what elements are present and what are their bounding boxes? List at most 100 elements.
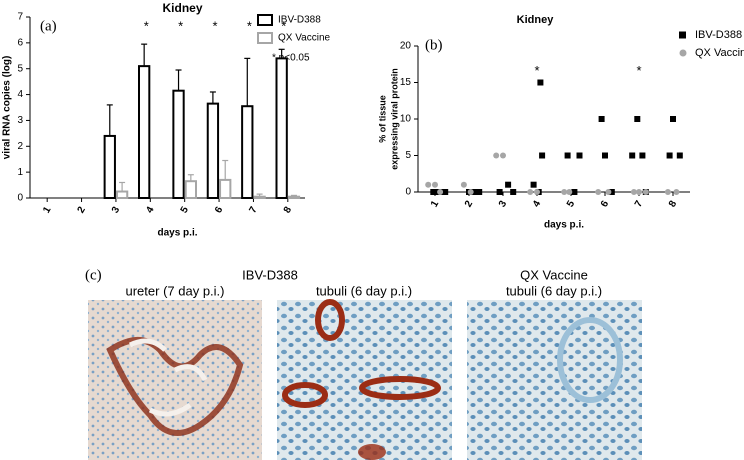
x-tick-label: 3 <box>110 205 123 216</box>
y-axis-label: % of tissue <box>377 95 387 143</box>
legend-swatch <box>257 14 273 26</box>
significance: * <box>247 18 252 33</box>
y-axis-label: viral RNA copies (log) <box>2 56 13 160</box>
point <box>642 189 649 195</box>
significance: * <box>178 18 183 33</box>
y-tick-label: 10 <box>400 114 412 125</box>
point <box>539 152 546 159</box>
x-tick-label: 8 <box>667 199 680 210</box>
point <box>476 189 483 195</box>
bar <box>287 195 301 199</box>
point <box>493 152 500 159</box>
point <box>629 152 636 159</box>
note: * p<0.05 <box>272 53 310 64</box>
y-tick-label: 7 <box>17 12 23 23</box>
bar <box>172 89 185 199</box>
point <box>595 189 602 195</box>
chart-title: Kidney <box>162 1 202 15</box>
x-tick-label: 1 <box>429 199 442 210</box>
y-tick-label: 15 <box>400 77 412 88</box>
point <box>505 181 512 188</box>
legend-swatch <box>679 49 687 57</box>
bar <box>138 65 151 199</box>
micrograph <box>277 299 452 460</box>
point <box>564 152 571 159</box>
significance: * <box>144 18 149 33</box>
point <box>639 152 646 159</box>
x-tick-label: 4 <box>531 199 544 210</box>
y-tick-label: 5 <box>17 63 23 74</box>
caption: tubuli (6 day p.i.) <box>316 283 412 298</box>
point <box>437 189 444 195</box>
bar <box>206 102 220 199</box>
panel-label: (c) <box>85 267 102 283</box>
legend-label: QX Vaccine <box>278 33 330 44</box>
bar <box>253 195 266 199</box>
x-tick-label: 1 <box>41 205 54 216</box>
y-tick-label: 0 <box>17 193 23 204</box>
legend-swatch <box>679 31 686 39</box>
caption: tubuli (6 day p.i.) <box>506 283 602 298</box>
x-tick-label: 4 <box>144 205 157 216</box>
caption: ureter (7 day p.i.) <box>126 283 225 298</box>
point <box>442 189 449 195</box>
point <box>566 189 573 195</box>
point <box>467 189 474 195</box>
y-tick-label: 4 <box>17 89 23 100</box>
bar <box>219 178 232 199</box>
significance: * <box>534 63 539 78</box>
y-axis-label: expressing viral protein <box>389 68 399 170</box>
point <box>608 189 615 195</box>
panel-label: (a) <box>40 18 57 34</box>
point <box>636 189 642 195</box>
significance: * <box>281 18 286 33</box>
y-tick-label: 5 <box>405 150 411 161</box>
point <box>673 189 680 195</box>
point <box>471 189 478 195</box>
point <box>670 116 676 122</box>
x-tick-label: 6 <box>213 205 226 216</box>
chart-title: Kidney <box>517 14 555 26</box>
x-tick-label: 7 <box>633 199 646 210</box>
point <box>534 189 540 195</box>
point <box>530 181 537 188</box>
bar <box>241 105 254 199</box>
point <box>496 189 503 195</box>
point <box>432 181 438 188</box>
point <box>527 189 534 195</box>
micrograph <box>467 300 642 460</box>
point <box>602 152 608 159</box>
point <box>676 152 683 159</box>
bar <box>184 180 197 199</box>
y-tick-label: 2 <box>17 141 23 152</box>
point <box>634 116 641 122</box>
legend-label: IBV-D388 <box>695 29 742 41</box>
group-label: IBV-D388 <box>242 267 298 282</box>
point <box>630 189 637 195</box>
point <box>598 116 605 122</box>
x-tick-label: 5 <box>179 205 192 216</box>
x-tick-label: 3 <box>497 199 510 210</box>
point <box>561 189 568 195</box>
point <box>460 181 467 188</box>
x-axis-label: days p.i. <box>157 228 197 239</box>
y-tick-label: 6 <box>17 37 23 48</box>
point <box>510 189 517 195</box>
bar <box>115 190 129 200</box>
point <box>571 189 578 195</box>
point <box>576 152 583 159</box>
point <box>430 189 437 195</box>
legend-label: IBV-D388 <box>278 15 321 26</box>
x-tick-label: 2 <box>463 199 476 210</box>
x-tick-label: 2 <box>76 205 89 216</box>
x-tick-label: 8 <box>282 205 295 216</box>
x-tick-label: 5 <box>565 199 578 210</box>
y-tick-label: 20 <box>400 41 412 52</box>
legend-swatch <box>257 32 273 44</box>
x-tick-label: 6 <box>599 199 612 210</box>
point <box>425 181 432 188</box>
x-axis-label: days p.i. <box>544 220 584 231</box>
significance: * <box>213 18 218 33</box>
point <box>500 152 506 159</box>
x-tick-label: 7 <box>247 205 260 216</box>
